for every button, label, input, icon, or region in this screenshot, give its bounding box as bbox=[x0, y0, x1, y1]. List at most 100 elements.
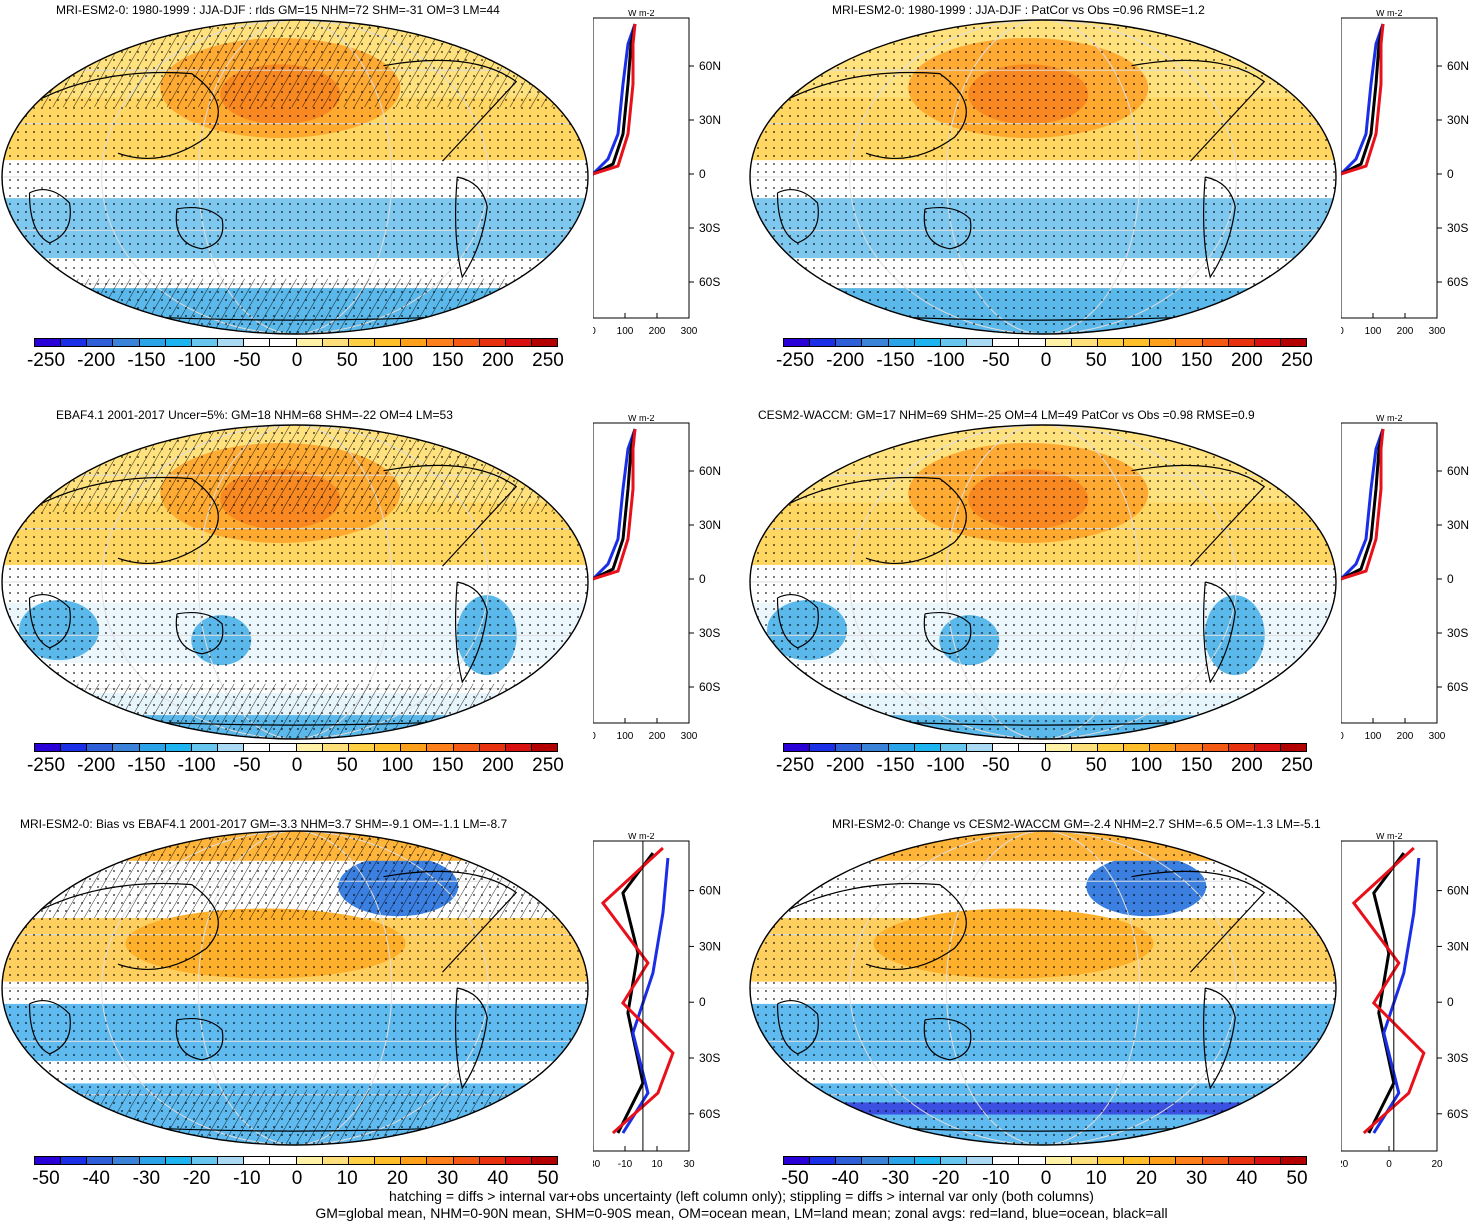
colorbar-label: -200 bbox=[77, 350, 116, 371]
colorbar-label: -250 bbox=[26, 755, 66, 776]
colorbar-swatch bbox=[165, 339, 192, 346]
colorbar-label: 40 bbox=[487, 1168, 509, 1189]
colorbar-label: 100 bbox=[381, 350, 414, 371]
colorbar-swatch bbox=[1124, 1157, 1151, 1164]
colorbar-swatch bbox=[139, 744, 166, 751]
lat-label: 30N bbox=[699, 113, 721, 127]
colorbar-swatch bbox=[784, 339, 811, 346]
zonal-mean-plot: 60N 30N 0 30S 60S W m-2 0 100 200 300 bbox=[593, 10, 721, 337]
lat-label: 60S bbox=[699, 680, 720, 694]
colorbar-swatch bbox=[967, 744, 994, 751]
lat-label: 0 bbox=[699, 995, 706, 1009]
colorbar-swatch bbox=[1176, 1157, 1203, 1164]
colorbar-swatch bbox=[296, 339, 323, 346]
panel-1: MRI-ESM2-0: 1980-1999 : JJA-DJF : rlds G… bbox=[0, 0, 740, 400]
lat-label: 60S bbox=[1447, 680, 1468, 694]
colorbar-label: 0 bbox=[1040, 755, 1052, 776]
zonal-x-tick: 200 bbox=[649, 326, 666, 337]
colorbar-swatch bbox=[1176, 744, 1203, 751]
colorbar-swatch bbox=[348, 1157, 376, 1164]
colorbar-label: 30 bbox=[437, 1168, 459, 1189]
panel-3: EBAF4.1 2001-2017 Uncer=5%: GM=18 NHM=68… bbox=[0, 405, 740, 805]
zonal-all-line bbox=[1341, 23, 1385, 176]
colorbar-swatch bbox=[35, 744, 62, 751]
colorbar-label: 200 bbox=[1230, 755, 1263, 776]
colorbar-label: -20 bbox=[182, 1168, 211, 1189]
colorbar-label: -150 bbox=[876, 755, 915, 776]
zonal-all-line bbox=[1341, 428, 1385, 581]
colorbar-swatch bbox=[836, 1157, 863, 1164]
colorbar-label: -150 bbox=[127, 350, 166, 371]
zonal-land-line bbox=[600, 846, 675, 1135]
zonal-x-tick: -10 bbox=[618, 1159, 633, 1170]
lat-label: 60S bbox=[1447, 275, 1468, 289]
zonal-x-tick: 0 bbox=[1341, 326, 1344, 337]
colorbar-label: -250 bbox=[775, 350, 815, 371]
colorbar-swatch bbox=[244, 1157, 271, 1164]
colorbar-swatch bbox=[1228, 744, 1255, 751]
colorbar-label: 150 bbox=[431, 350, 464, 371]
footer-line-1: hatching = diffs > internal var+obs unce… bbox=[389, 1188, 1094, 1204]
colorbar-label: 250 bbox=[1281, 350, 1313, 371]
colorbar-swatch bbox=[1124, 744, 1151, 751]
colorbar-label: 0 bbox=[291, 1168, 303, 1189]
colorbar-label: -250 bbox=[26, 350, 66, 371]
colorbar-swatch bbox=[427, 1157, 454, 1164]
colorbar-swatch bbox=[401, 1157, 428, 1164]
colorbar-label: -20 bbox=[931, 1168, 960, 1189]
colorbar-swatch bbox=[993, 1157, 1020, 1164]
colorbar-swatch bbox=[479, 1157, 506, 1164]
colorbar-swatch bbox=[1202, 339, 1229, 346]
colorbar-swatch bbox=[322, 339, 349, 346]
colorbar-swatch bbox=[244, 339, 271, 346]
zonal-mean-plot: 60N 30N 0 30S 60S W m-2 0 100 200 300 bbox=[1341, 10, 1469, 337]
zonal-mean-plot: 60N 30N 0 30S 60S W m-2 -20 0 20 bbox=[1341, 833, 1469, 1170]
colorbar-swatch bbox=[836, 339, 863, 346]
colorbar-swatch bbox=[61, 744, 88, 751]
colorbar-label: -30 bbox=[881, 1168, 910, 1189]
colorbar-swatch bbox=[113, 339, 140, 346]
world-map bbox=[1, 424, 589, 740]
colorbar-swatch bbox=[165, 744, 192, 751]
colorbar-swatch bbox=[348, 744, 376, 751]
colorbar-label: 50 bbox=[336, 350, 358, 371]
colorbar-swatch bbox=[862, 1157, 889, 1164]
colorbar-label: -200 bbox=[826, 350, 865, 371]
footer-line-2: GM=global mean, NHM=0-90N mean, SHM=0-90… bbox=[315, 1205, 1168, 1221]
colorbar-swatch bbox=[87, 744, 114, 751]
colorbar-swatch bbox=[191, 339, 219, 346]
colorbar-label: -50 bbox=[982, 350, 1010, 371]
panel-2: MRI-ESM2-0: 1980-1999 : JJA-DJF : PatCor… bbox=[748, 0, 1483, 400]
colorbar-swatch bbox=[375, 339, 402, 346]
colorbar-swatch bbox=[810, 744, 837, 751]
panel-6: MRI-ESM2-0: Change vs CESM2-WACCM GM=-2.… bbox=[748, 811, 1483, 1211]
zonal-x-tick: 300 bbox=[681, 326, 698, 337]
colorbar-swatch bbox=[1280, 339, 1307, 346]
zonal-land-line bbox=[593, 428, 637, 581]
zonal-ocean-line bbox=[593, 23, 637, 176]
zonal-mean-plot: 60N 30N 0 30S 60S W m-2 -30 -10 10 30 bbox=[593, 833, 721, 1170]
colorbar-label: 200 bbox=[481, 755, 514, 776]
colorbar-swatch bbox=[270, 1157, 297, 1164]
lat-label: 30S bbox=[699, 221, 720, 235]
colorbar-label: 10 bbox=[1085, 1168, 1107, 1189]
lat-label: 60S bbox=[699, 1107, 720, 1121]
colorbar-swatch bbox=[1019, 1157, 1046, 1164]
zonal-x-tick: 100 bbox=[1365, 326, 1382, 337]
zonal-land-line bbox=[1351, 846, 1426, 1135]
colorbar-label: 20 bbox=[1135, 1168, 1157, 1189]
colorbar-swatch bbox=[1019, 744, 1046, 751]
colorbar-swatch bbox=[888, 744, 915, 751]
colorbar-swatch bbox=[218, 744, 245, 751]
colorbar-swatch bbox=[1124, 339, 1151, 346]
colorbar-label: -30 bbox=[132, 1168, 161, 1189]
lat-label: 30S bbox=[699, 626, 720, 640]
colorbar-label: 50 bbox=[537, 1168, 559, 1189]
colorbar-swatch bbox=[427, 744, 454, 751]
colorbar-swatch bbox=[1045, 339, 1072, 346]
zonal-all-line bbox=[593, 23, 637, 176]
colorbar-swatch bbox=[61, 1157, 88, 1164]
colorbar-swatch bbox=[1045, 744, 1072, 751]
colorbar-swatch bbox=[967, 339, 994, 346]
colorbar-label: -100 bbox=[177, 755, 216, 776]
